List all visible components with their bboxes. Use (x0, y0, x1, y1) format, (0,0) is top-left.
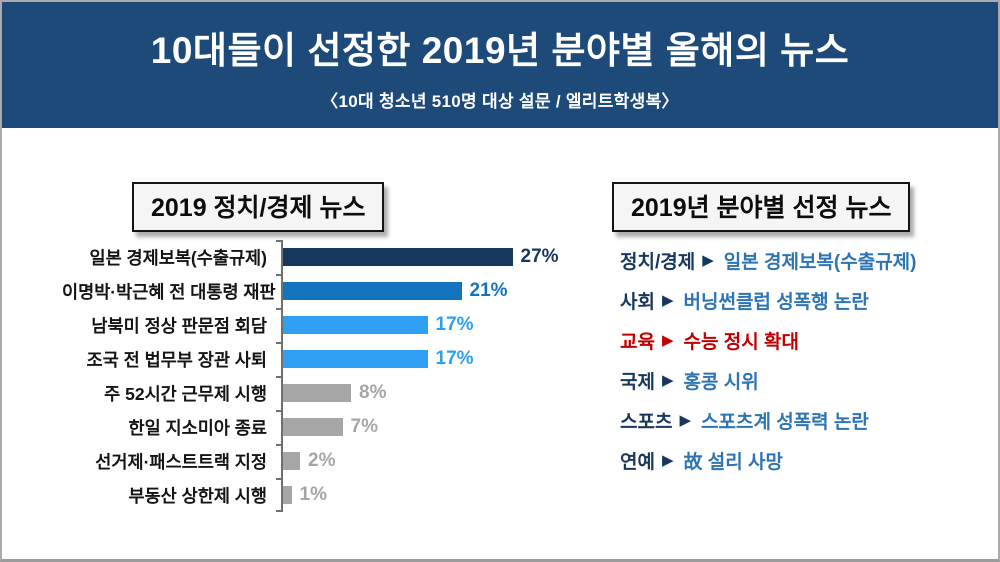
bar-category-label: 부동산 상한제 시행 (128, 485, 267, 506)
header-banner: 10대들이 선정한 2019년 분야별 올해의 뉴스 〈10대 청소년 510명… (2, 2, 998, 128)
triangle-arrow-icon: ▶ (661, 372, 674, 389)
news-title: 일본 경제보복(수출규제) (723, 251, 917, 273)
axis-tick (276, 510, 281, 512)
bar-value-label: 21% (469, 280, 508, 301)
news-title: 버닝썬클럽 성폭행 논란 (683, 291, 869, 313)
news-row: 국제 ▶ 홍콩 시위 (620, 360, 990, 400)
news-category: 연예 (620, 451, 655, 473)
bar (283, 384, 351, 402)
bar (283, 486, 292, 504)
news-row: 교육 ▶ 수능 정시 확대 (620, 320, 990, 360)
triangle-arrow-icon: ▶ (661, 332, 674, 349)
bar-value-label: 7% (350, 416, 378, 437)
axis-tick (276, 274, 281, 276)
bar (283, 418, 343, 436)
axis-tick (276, 410, 281, 412)
news-category: 스포츠 (620, 411, 673, 433)
axis-tick (276, 308, 281, 310)
bar (283, 316, 428, 334)
axis-tick (276, 240, 281, 242)
chart-rows: 일본 경제보복(수출규제) 27% 이명박·박근혜 전 대통령 재판 21% 남북미 정… (62, 240, 562, 512)
chart-row: 이명박·박근혜 전 대통령 재판 21% (62, 274, 562, 308)
axis-tick (276, 342, 281, 344)
chart-row: 부동산 상한제 시행 1% (62, 478, 562, 512)
news-row: 연예 ▶ 故 설리 사망 (620, 440, 990, 480)
bar-category-label: 조국 전 법무부 장관 사퇴 (86, 349, 267, 370)
news-title: 수능 정시 확대 (683, 331, 799, 353)
news-row: 스포츠 ▶ 스포츠계 성폭력 논란 (620, 400, 990, 440)
chart-row: 남북미 정상 판문점 회담 17% (62, 308, 562, 342)
bar-value-label: 1% (299, 484, 327, 505)
news-title: 故 설리 사망 (683, 451, 783, 473)
subtitle: 〈10대 청소년 510명 대상 설문 / 엘리트학생복〉 (321, 92, 679, 111)
bar-category-label: 선거제·패스트트랙 지정 (95, 451, 267, 472)
right-section-title: 2019년 분야별 선정 뉴스 (631, 194, 892, 222)
bar (283, 350, 428, 368)
triangle-arrow-icon: ▶ (661, 452, 674, 469)
bar-category-label: 일본 경제보복(수출규제) (89, 247, 267, 268)
bar-category-label: 남북미 정상 판문점 회담 (91, 315, 267, 336)
bar-value-label: 2% (308, 450, 336, 471)
chart-row: 일본 경제보복(수출규제) 27% (62, 240, 562, 274)
bar-category-label: 이명박·박근혜 전 대통령 재판 (62, 281, 276, 302)
news-row: 사회 ▶ 버닝썬클럽 성폭행 논란 (620, 280, 990, 320)
triangle-arrow-icon: ▶ (702, 252, 714, 269)
bar-value-label: 17% (435, 348, 474, 369)
bar (283, 282, 462, 300)
axis-tick (276, 478, 281, 480)
news-title: 스포츠계 성폭력 논란 (701, 411, 869, 433)
main-title: 10대들이 선정한 2019년 분야별 올해의 뉴스 (150, 30, 850, 71)
left-section-title: 2019 정치/경제 뉴스 (151, 194, 366, 222)
bar (283, 248, 513, 266)
bar (283, 452, 300, 470)
chart-row: 한일 지소미아 종료 7% (62, 410, 562, 444)
bar-value-label: 8% (359, 382, 387, 403)
news-title: 홍콩 시위 (683, 371, 759, 393)
bar-value-label: 27% (520, 246, 559, 267)
news-category: 사회 (620, 291, 655, 313)
chart-axis (276, 240, 283, 512)
bar-category-label: 주 52시간 근무제 시행 (104, 383, 267, 404)
right-section-title-box: 2019년 분야별 선정 뉴스 (612, 182, 911, 232)
bar-chart: 일본 경제보복(수출규제) 27% 이명박·박근혜 전 대통령 재판 21% 남북미 정… (62, 240, 562, 512)
news-row: 정치/경제 ▶ 일본 경제보복(수출규제) (620, 240, 990, 280)
triangle-arrow-icon: ▶ (661, 292, 674, 309)
chart-row: 주 52시간 근무제 시행 8% (62, 376, 562, 410)
bar-category-label: 한일 지소미아 종료 (128, 417, 267, 438)
triangle-arrow-icon: ▶ (679, 412, 691, 429)
axis-tick (276, 376, 281, 378)
news-category: 국제 (620, 371, 655, 393)
axis-tick (276, 444, 281, 446)
news-category: 정치/경제 (620, 251, 696, 273)
bar-value-label: 17% (435, 314, 474, 335)
chart-row: 선거제·패스트트랙 지정 2% (62, 444, 562, 478)
news-category: 교육 (620, 331, 655, 353)
chart-row: 조국 전 법무부 장관 사퇴 17% (62, 342, 562, 376)
left-section-title-box: 2019 정치/경제 뉴스 (132, 182, 385, 232)
